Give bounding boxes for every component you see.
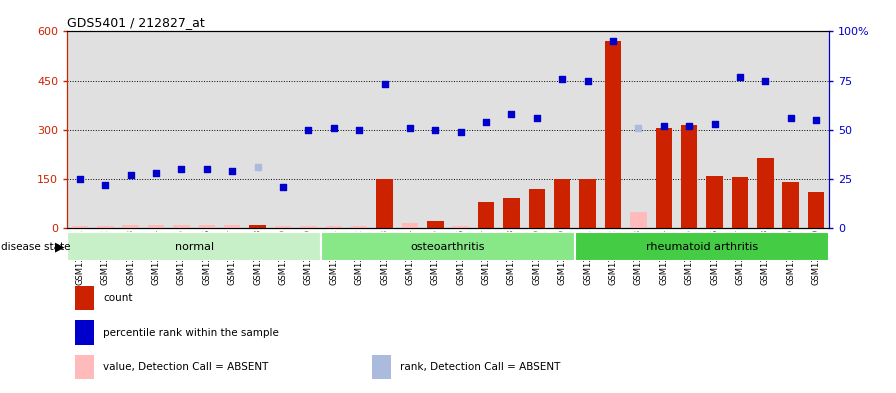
Bar <box>376 179 392 228</box>
Text: disease state: disease state <box>1 242 71 252</box>
Text: ▶: ▶ <box>55 240 65 253</box>
Bar <box>351 226 367 228</box>
Point <box>352 127 366 133</box>
Point <box>124 172 138 178</box>
Point <box>428 127 443 133</box>
Bar <box>75 286 94 310</box>
Point <box>453 129 468 135</box>
Point <box>530 115 544 121</box>
Bar <box>732 177 748 228</box>
Point <box>327 125 341 131</box>
Bar <box>75 320 94 345</box>
Bar <box>401 223 418 228</box>
Text: normal: normal <box>175 242 213 252</box>
Point <box>606 38 620 44</box>
Point <box>403 125 418 131</box>
Bar <box>504 198 520 228</box>
Point <box>200 166 214 172</box>
Point <box>276 184 290 190</box>
Text: count: count <box>103 293 133 303</box>
Point <box>708 121 722 127</box>
Text: value, Detection Call = ABSENT: value, Detection Call = ABSENT <box>103 362 269 372</box>
Point <box>631 125 645 131</box>
Bar <box>148 225 164 228</box>
Bar <box>372 354 391 379</box>
Bar <box>605 41 621 228</box>
Text: percentile rank within the sample: percentile rank within the sample <box>103 328 279 338</box>
Point <box>783 115 798 121</box>
Point <box>225 168 239 174</box>
Bar <box>580 179 596 228</box>
Point <box>581 77 595 84</box>
Bar <box>321 232 575 261</box>
Bar <box>706 176 723 228</box>
Point <box>174 166 189 172</box>
Bar <box>275 226 291 228</box>
Bar <box>224 225 240 228</box>
Point <box>733 73 747 80</box>
Bar <box>72 226 88 228</box>
Bar <box>199 225 215 228</box>
Bar <box>427 221 444 228</box>
Bar <box>173 225 190 228</box>
Bar <box>67 232 321 261</box>
Bar <box>782 182 799 228</box>
Point <box>556 75 570 82</box>
Bar <box>75 354 94 379</box>
Text: GDS5401 / 212827_at: GDS5401 / 212827_at <box>67 16 205 29</box>
Text: rank, Detection Call = ABSENT: rank, Detection Call = ABSENT <box>400 362 560 372</box>
Point <box>478 119 493 125</box>
Bar <box>478 202 495 228</box>
Bar <box>325 226 342 228</box>
Bar <box>529 189 545 228</box>
Bar <box>656 128 672 228</box>
Point <box>149 170 163 176</box>
Text: rheumatoid arthritis: rheumatoid arthritis <box>646 242 758 252</box>
Point <box>758 77 772 84</box>
Point <box>99 182 113 188</box>
Text: osteoarthritis: osteoarthritis <box>410 242 486 252</box>
Point <box>251 164 265 170</box>
Point <box>657 123 671 129</box>
Point <box>504 111 519 117</box>
Bar <box>575 232 829 261</box>
Point <box>809 117 823 123</box>
Bar <box>97 226 114 228</box>
Bar <box>249 225 266 228</box>
Bar <box>300 226 316 228</box>
Bar <box>123 225 139 228</box>
Point <box>682 123 696 129</box>
Bar <box>630 211 647 228</box>
Bar <box>681 125 697 228</box>
Bar <box>554 179 571 228</box>
Point <box>73 176 87 182</box>
Point <box>301 127 315 133</box>
Bar <box>757 158 773 228</box>
Bar <box>452 226 469 228</box>
Point <box>377 81 392 88</box>
Bar <box>808 192 824 228</box>
